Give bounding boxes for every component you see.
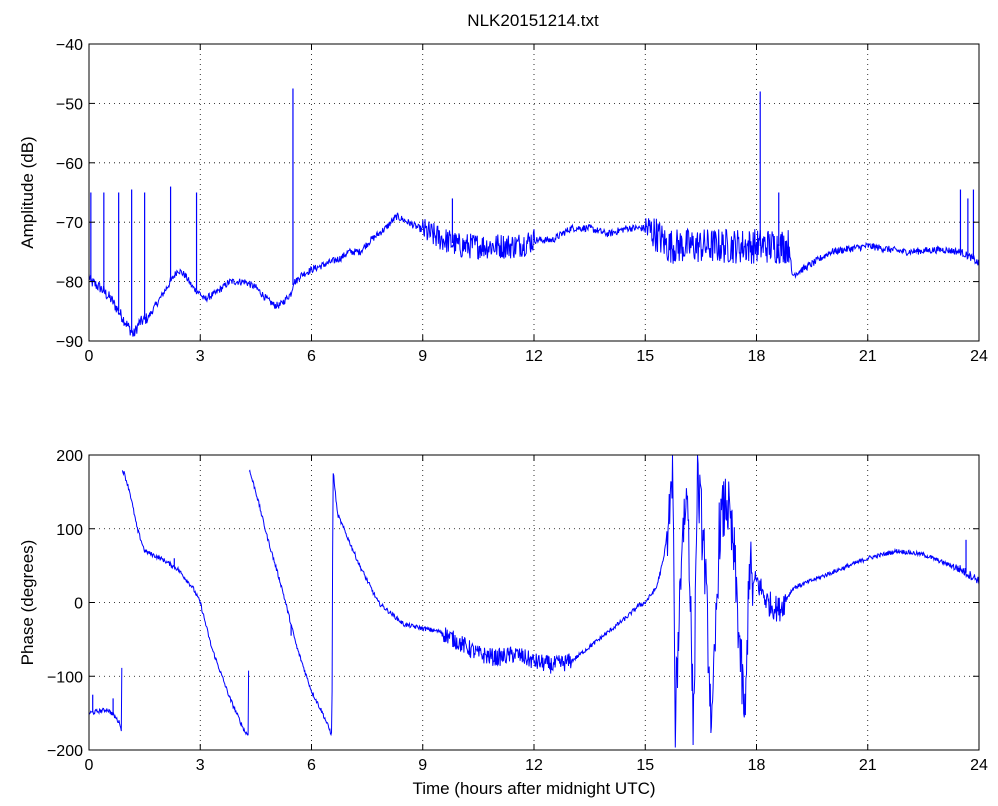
chart-panel-2: 0 3 6 9 12 15 18 21 24 −200 −100 0 100 200 Phase (degr… [18, 448, 988, 798]
x-tick-label: 9 [418, 757, 427, 774]
x-tick-label: 3 [196, 757, 205, 774]
x-tick-label: 21 [859, 757, 877, 774]
x-tick-label: 24 [970, 757, 988, 774]
x-tick-label: 0 [85, 348, 94, 365]
y-tick-label: −90 [56, 334, 83, 351]
x-tick-label: 3 [196, 348, 205, 365]
series-line [88, 212, 980, 337]
y-tick-label: −80 [56, 275, 83, 292]
x-tick-label: 18 [748, 757, 766, 774]
x-tick-label: 12 [525, 348, 543, 365]
y-tick-label: −70 [56, 215, 83, 232]
y-tick-label: 0 [74, 596, 83, 613]
x-tick-label: 15 [636, 348, 654, 365]
x-tick-label: 12 [525, 757, 543, 774]
y-tick-label: −100 [47, 669, 83, 686]
y-tick-label: −50 [56, 96, 83, 113]
panels: 0 3 6 9 12 15 18 21 24 −90 −80 −70 −60 −50 −40 Amplitud… [18, 37, 988, 798]
y-tick-label: −200 [47, 743, 83, 760]
y-tick-label: 200 [56, 448, 83, 465]
y-axis-label: Amplitude (dB) [18, 136, 37, 248]
x-tick-label: 15 [636, 757, 654, 774]
x-tick-label: 6 [307, 348, 316, 365]
x-tick-label: 6 [307, 757, 316, 774]
y-tick-label: −40 [56, 37, 83, 54]
x-tick-label: 21 [859, 348, 877, 365]
y-axis-label: Phase (degrees) [18, 540, 37, 666]
x-tick-label: 24 [970, 348, 988, 365]
x-tick-label: 0 [85, 757, 94, 774]
y-tick-label: −60 [56, 156, 83, 173]
figure-title: NLK20151214.txt [467, 11, 599, 30]
chart-panel-1: 0 3 6 9 12 15 18 21 24 −90 −80 −70 −60 −50 −40 Amplitud… [18, 37, 988, 365]
x-tick-label: 9 [418, 348, 427, 365]
series-line [88, 454, 980, 748]
plot-area [89, 44, 979, 341]
x-axis-label: Time (hours after midnight UTC) [412, 779, 655, 798]
x-tick-label: 18 [748, 348, 766, 365]
y-tick-label: 100 [56, 522, 83, 539]
